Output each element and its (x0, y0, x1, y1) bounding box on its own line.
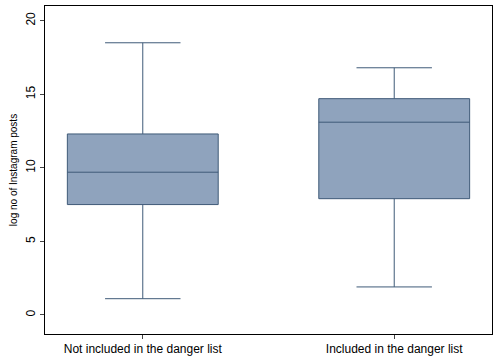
svg-text:15: 15 (24, 85, 38, 99)
svg-text:20: 20 (24, 12, 38, 26)
svg-text:10: 10 (24, 159, 38, 173)
svg-text:5: 5 (24, 236, 38, 243)
svg-text:0: 0 (24, 309, 38, 316)
svg-text:log no of Instagram posts: log no of Instagram posts (8, 114, 19, 226)
svg-text:Included in the danger list: Included in the danger list (326, 342, 463, 356)
svg-text:Not included in the danger lis: Not included in the danger list (64, 342, 223, 356)
